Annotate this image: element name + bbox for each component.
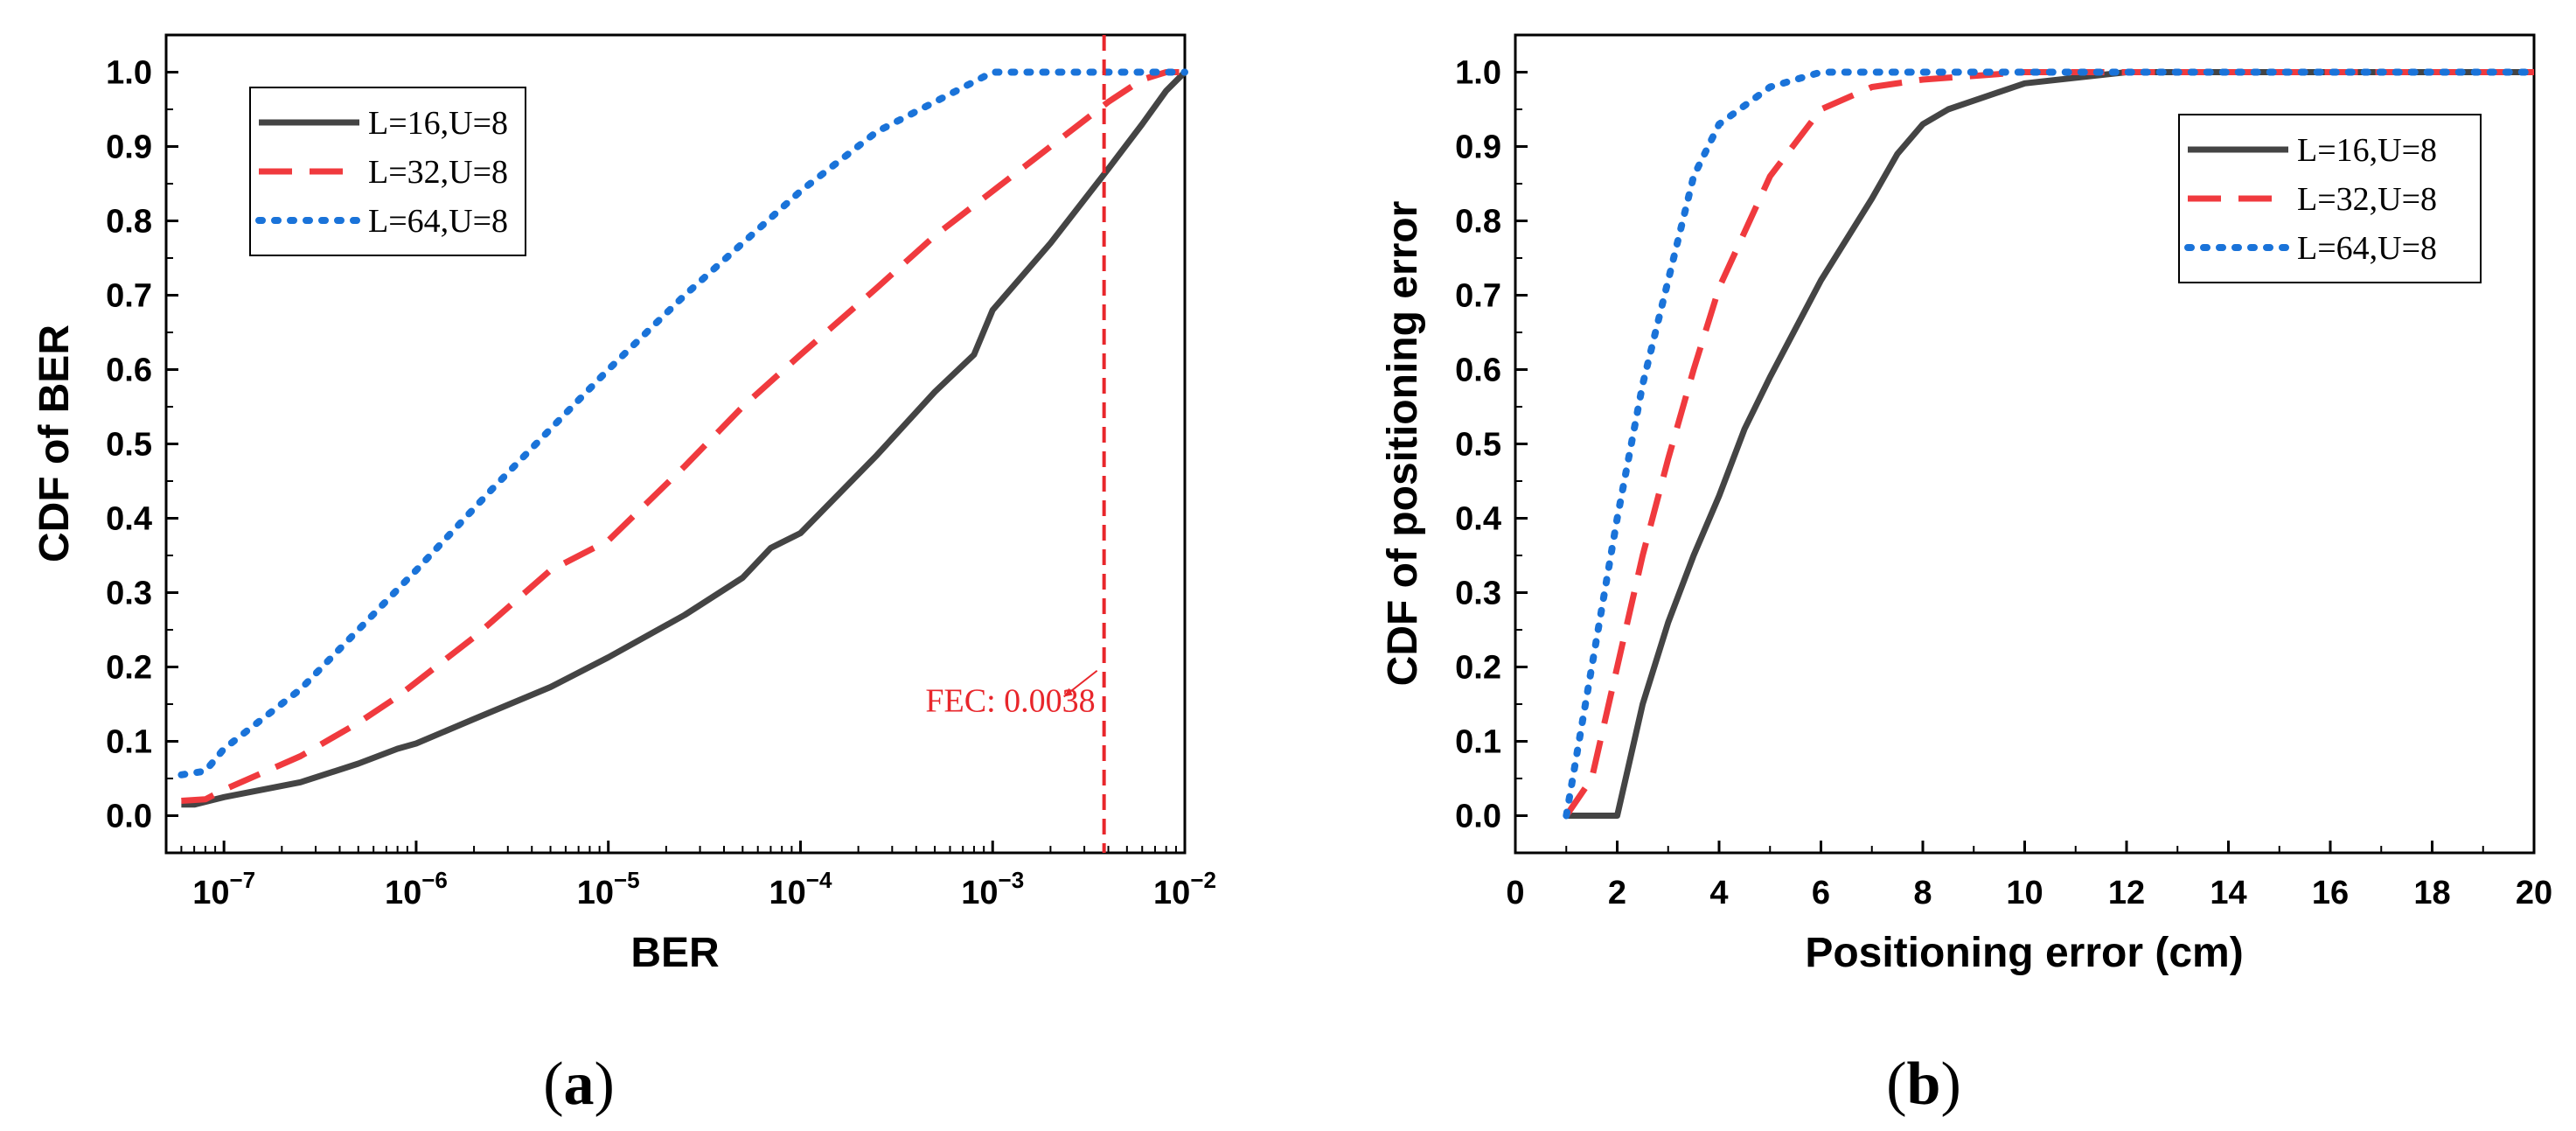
x-tick-exponent: −4 <box>806 867 832 893</box>
legend-label: L=16,U=8 <box>2297 132 2437 169</box>
y-tick-label: 0.1 <box>1455 724 1501 761</box>
y-tick-label: 0.3 <box>106 576 152 612</box>
y-tick-label: 0.4 <box>106 501 152 538</box>
x-tick-base: 10 <box>1153 875 1190 911</box>
y-tick-label: 0.5 <box>106 427 152 464</box>
legend-label: L=64,U=8 <box>368 203 508 240</box>
series-line-L32 <box>1563 69 2534 818</box>
x-tick-base: 10 <box>577 875 614 911</box>
y-tick-label: 1.0 <box>1455 55 1501 92</box>
y-tick-label: 0.9 <box>106 129 152 166</box>
x-tick-label: 4 <box>1709 875 1728 911</box>
y-tick-label: 0.2 <box>1455 650 1501 687</box>
x-tick-exponent: −6 <box>421 867 448 893</box>
x-tick-label: 8 <box>1913 875 1932 911</box>
x-tick-label: 12 <box>2108 875 2145 911</box>
x-tick-label: 10−4 <box>769 867 832 911</box>
y-tick-label: 0.7 <box>106 278 152 315</box>
x-tick-label: 10−3 <box>961 867 1024 911</box>
legend-label: L=32,U=8 <box>2297 181 2437 218</box>
y-tick-label: 1.0 <box>106 55 152 92</box>
x-tick-label: 10−6 <box>385 867 448 911</box>
x-axis-label-b: Positioning error (cm) <box>1805 930 2243 976</box>
y-tick-label: 0.2 <box>106 650 152 687</box>
y-tick-label: 0.0 <box>1455 799 1501 835</box>
y-tick-label: 0.7 <box>1455 278 1501 315</box>
x-tick-label: 2 <box>1608 875 1626 911</box>
panel-label-b: (b) <box>1886 1051 1961 1118</box>
y-tick-label: 0.1 <box>106 724 152 761</box>
x-tick-base: 10 <box>385 875 421 911</box>
chart-panel-a: 0.00.10.20.30.40.50.60.70.80.91.010−7 10−… <box>31 33 1216 1118</box>
x-tick-label: 10−5 <box>577 867 640 911</box>
x-tick-label: 6 <box>1812 875 1830 911</box>
x-tick-exponent: −5 <box>614 867 640 893</box>
legend-box <box>249 87 526 256</box>
x-tick-label: 14 <box>2210 875 2246 911</box>
x-tick-exponent: −3 <box>999 867 1025 893</box>
series-lines-a <box>178 68 1188 808</box>
fec-label: FEC: 0.0038 <box>925 683 1095 720</box>
x-tick-base: 10 <box>192 875 229 911</box>
y-tick-label: 0.0 <box>106 799 152 835</box>
x-tick-exponent: −7 <box>229 867 255 893</box>
x-tick-base: 10 <box>961 875 998 911</box>
y-tick-label: 0.9 <box>1455 129 1501 166</box>
legend-box <box>2178 114 2482 283</box>
legend-b: L=16,U=8 L=32,U=8 L=64,U=8 <box>2178 114 2482 283</box>
chart-panel-b: 0.0 0.1 0.2 0.3 0.4 0.5 0.6 0.7 0.8 0.9 1.0 0 2 4 6 8 10… <box>1380 33 2552 1118</box>
series-line-L16 <box>1566 69 2534 819</box>
legend-a: L=16,U=8 L=32,U=8 L=64,U=8 <box>249 87 526 256</box>
legend-label: L=16,U=8 <box>368 105 508 142</box>
x-tick-label: 10−2 <box>1153 867 1216 911</box>
x-tick-base: 10 <box>769 875 805 911</box>
x-tick-label: 0 <box>1506 875 1524 911</box>
panel-label-a: (a) <box>543 1051 615 1118</box>
x-tick-label: 10 <box>2006 875 2043 911</box>
y-tick-label: 0.4 <box>1455 501 1501 538</box>
y-axis-label-a: CDF of BER <box>31 325 78 562</box>
legend-label: L=64,U=8 <box>2297 230 2437 267</box>
series-line-L64 <box>178 68 1188 778</box>
y-tick-label: 0.6 <box>106 353 152 389</box>
fec-annotation: FEC: 0.0038 <box>925 35 1106 853</box>
x-tick-label: 10−7 <box>192 867 255 911</box>
series-line-L16 <box>181 70 1187 808</box>
y-axis-label-b: CDF of positioning error <box>1380 201 1426 687</box>
legend-label: L=32,U=8 <box>368 154 508 191</box>
y-tick-label: 0.5 <box>1455 427 1501 464</box>
y-tick-label: 0.3 <box>1455 576 1501 612</box>
y-tick-label: 0.8 <box>106 204 152 241</box>
series-lines-b <box>1563 68 2538 820</box>
fec-arrowhead <box>1063 688 1073 697</box>
x-tick-label: 16 <box>2312 875 2349 911</box>
x-tick-exponent: −2 <box>1190 867 1216 893</box>
x-tick-label: 20 <box>2516 875 2552 911</box>
x-axis-label-a: BER <box>630 930 719 976</box>
ticks-b: 0.0 0.1 0.2 0.3 0.4 0.5 0.6 0.7 0.8 0.9 1.0 0 2 4 6 8 10… <box>1455 55 2552 912</box>
y-tick-label: 0.6 <box>1455 353 1501 389</box>
ticks-a: 0.00.10.20.30.40.50.60.70.80.91.010−7 10−… <box>106 55 1216 912</box>
y-tick-label: 0.8 <box>1455 204 1501 241</box>
series-line-L64 <box>1563 68 2538 820</box>
x-tick-label: 18 <box>2413 875 2450 911</box>
